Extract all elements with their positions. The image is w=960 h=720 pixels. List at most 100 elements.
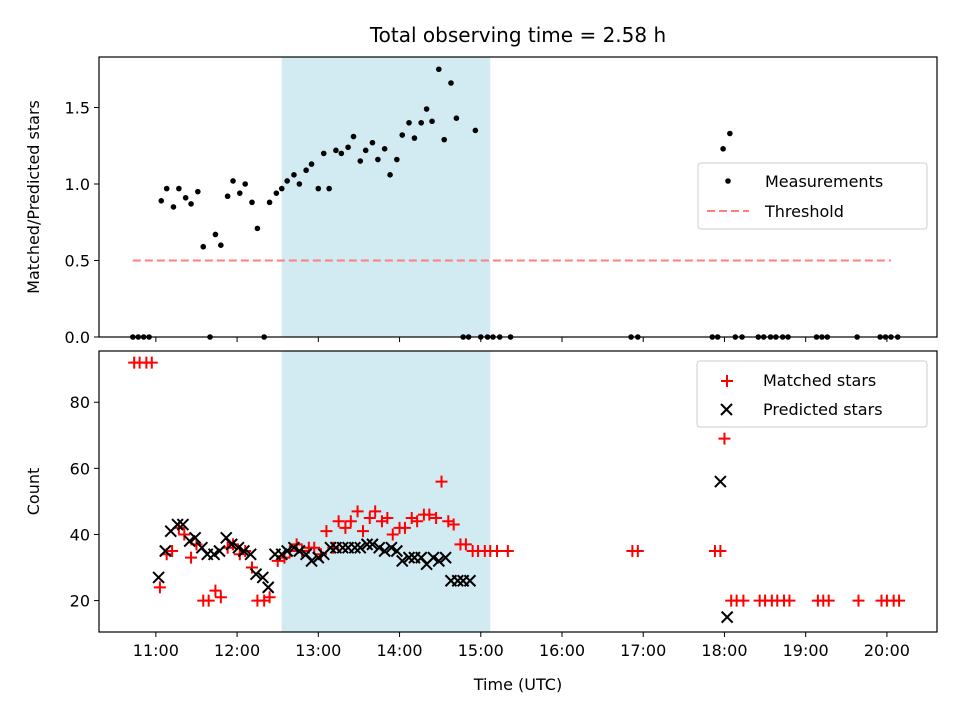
measurements-point: [375, 156, 381, 163]
matched-stars-point: [332, 515, 345, 528]
matched-stars-point: [381, 511, 394, 524]
matched-stars-point: [178, 528, 191, 541]
measurements-point: [362, 147, 369, 154]
predicted-stars-point: [324, 541, 337, 554]
matched-stars-point: [737, 594, 750, 607]
measurements-point: [350, 133, 357, 140]
measurements-point: [308, 161, 315, 167]
top-legend-box: [697, 162, 928, 230]
x-tick-label: 14:00: [376, 641, 422, 660]
measurements-point: [315, 185, 322, 192]
measurements-point: [296, 181, 303, 187]
measurements-point: [381, 146, 388, 152]
matched-stars-point: [145, 356, 158, 369]
measurements-point: [345, 144, 351, 151]
y-tick-label: 1.0: [65, 175, 90, 194]
predicted-stars-point: [244, 548, 257, 561]
matched-stars-point: [459, 538, 472, 551]
x-tick-label: 17:00: [620, 641, 666, 660]
matched-stars-point: [344, 515, 357, 528]
measurements-point: [266, 199, 273, 206]
predicted-stars-point: [451, 574, 464, 587]
matched-stars-point: [631, 545, 644, 558]
matched-stars-point: [423, 508, 436, 521]
predicted-stars-point: [280, 544, 294, 558]
matched-stars-point: [411, 515, 424, 528]
x-tick-label: 18:00: [701, 641, 747, 660]
predicted-stars-point: [262, 581, 275, 594]
measurements-point: [278, 185, 285, 192]
measurements-point: [224, 193, 231, 200]
matched-stars-point: [363, 511, 376, 524]
predicted-stars-point: [720, 610, 734, 624]
measurements-point: [472, 127, 479, 134]
predicted-stars-point: [432, 554, 446, 568]
predicted-stars-point: [360, 538, 374, 551]
predicted-stars-point: [213, 544, 226, 558]
x-tick-label: 13:00: [295, 641, 341, 660]
matched-stars-point: [398, 521, 411, 534]
predicted-stars-point: [237, 544, 251, 558]
bottom-axes-frame: [98, 350, 938, 633]
matched-stars-point: [308, 541, 321, 554]
measurements-point: [182, 194, 189, 201]
legend-measurements-marker: [725, 178, 731, 184]
predicted-stars-point: [305, 554, 318, 568]
measurements-point: [303, 167, 309, 174]
matched-stars-point: [356, 525, 369, 538]
predicted-stars-point: [378, 544, 391, 558]
top-axes-frame: [98, 56, 938, 338]
matched-stars-point: [783, 594, 796, 607]
measurements-point: [170, 204, 177, 210]
bottom-y-axis-label: Count: [24, 468, 43, 516]
legend-matched-label: Matched stars: [763, 371, 876, 390]
legend-predicted-marker: [720, 403, 733, 416]
predicted-stars-point: [293, 544, 306, 558]
measurements-point: [423, 106, 430, 112]
measurements-point: [727, 130, 733, 137]
predicted-stars-point: [176, 518, 190, 531]
predicted-stars-point: [402, 551, 416, 564]
measurements-point: [163, 185, 170, 192]
x-tick-label: 11:00: [133, 641, 179, 660]
measurements-point: [200, 243, 207, 250]
measurements-point: [399, 132, 406, 138]
top-observing-span: [281, 57, 491, 337]
measurements-point: [326, 185, 332, 192]
matched-stars-point: [714, 545, 727, 558]
measurements-point: [387, 172, 393, 178]
measurements-point: [218, 242, 224, 248]
legend-measurements-label: Measurements: [765, 172, 883, 191]
measurements-point: [418, 119, 425, 126]
predicted-stars-point: [348, 541, 362, 554]
y-tick-label: 0.5: [65, 251, 90, 270]
x-tick-label: 16:00: [539, 641, 585, 660]
measurements-point: [436, 66, 442, 73]
matched-stars-point: [214, 591, 227, 604]
measurements-point: [254, 225, 261, 232]
matched-stars-point: [202, 594, 215, 607]
bottom-panel: 11:00 12:00 13:00 14:00 15:00 16:00 17:00 18:00…: [24, 350, 938, 694]
bottom-legend-box: [696, 360, 928, 428]
predicted-stars-point: [249, 567, 263, 581]
measurements-point: [273, 190, 280, 196]
measurements-point: [406, 119, 412, 126]
predicted-stars-point: [159, 544, 172, 558]
matched-stars-point: [339, 521, 352, 534]
measurements-point: [249, 199, 255, 206]
top-legend: Measurements Threshold: [697, 162, 928, 230]
predicted-stars-point: [439, 551, 452, 564]
top-panel: 0.0 0.5 1.0 1.5 Matched/Predicted stars Mea…: [24, 56, 938, 347]
matched-stars-point: [185, 551, 198, 564]
predicted-stars-point: [463, 574, 477, 587]
measurements-point: [429, 118, 435, 125]
matched-stars-point: [386, 528, 399, 541]
bottom-observing-span: [281, 351, 491, 632]
measurements-point: [242, 181, 249, 187]
y-tick-label: 80: [70, 393, 90, 412]
matched-stars-point: [351, 505, 364, 518]
measurements-point: [188, 201, 194, 207]
predicted-stars-point: [152, 571, 165, 584]
matched-stars-point: [435, 475, 448, 488]
